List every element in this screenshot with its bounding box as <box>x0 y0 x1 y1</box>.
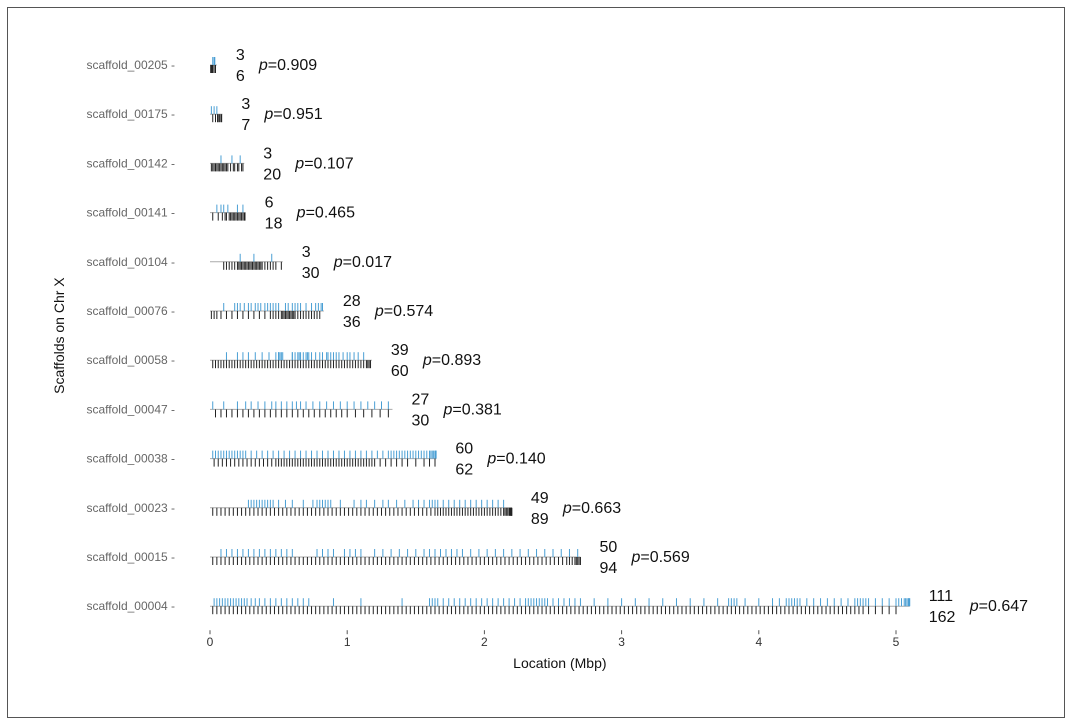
scaffold-label: scaffold_00142 - <box>86 156 175 170</box>
bottom-count-label: 7 <box>241 117 250 134</box>
scaffold-row: scaffold_00038 - 60 62 p=0.140 <box>86 441 545 479</box>
bottom-count-label: 62 <box>455 462 473 479</box>
bottom-count-label: 18 <box>265 216 283 233</box>
top-count-label: 3 <box>263 145 272 162</box>
x-tick-label: 1 <box>344 635 351 649</box>
x-axis: 0 1 2 3 4 5 <box>207 630 900 649</box>
scaffold-row: scaffold_00047 - 27 30 p=0.381 <box>86 391 501 429</box>
scaffold-label: scaffold_00175 - <box>86 107 175 121</box>
scaffold-row: scaffold_00076 - 28 36 p=0.574 <box>86 293 433 331</box>
chart-svg: scaffold_00205 -36p=0.909scaffold_00175 … <box>51 47 1028 671</box>
scaffold-row: scaffold_00141 - 6 18 p=0.465 <box>86 195 355 233</box>
top-count-label: 60 <box>455 441 473 458</box>
scaffold-label: scaffold_00058 - <box>86 353 175 367</box>
p-value-label: p=0.951 <box>263 106 322 123</box>
p-value-label: p=0.909 <box>258 57 317 74</box>
bottom-count-label: 36 <box>343 314 361 331</box>
scaffold-row: scaffold_00175 - 3 7 p=0.951 <box>86 96 322 134</box>
x-tick-label: 2 <box>481 635 488 649</box>
scaffold-label: scaffold_00205 - <box>86 58 175 72</box>
p-value-label: p=0.017 <box>333 254 392 271</box>
x-axis-title: Location (Mbp) <box>513 655 606 671</box>
bottom-count-label: 162 <box>929 609 956 626</box>
p-value-label: p=0.663 <box>562 500 621 517</box>
scaffold-row: scaffold_00004 - 111 162 p=0.647 <box>86 588 1028 626</box>
scaffold-row: scaffold_00205 - 3 6 p=0.909 <box>86 47 317 85</box>
bottom-count-label: 94 <box>599 560 617 577</box>
bottom-count-label: 30 <box>302 265 320 282</box>
scaffold-row: scaffold_00058 - 39 60 p=0.893 <box>86 342 481 380</box>
scaffold-row: scaffold_00142 - 3 20 p=0.107 <box>86 145 353 183</box>
top-count-label: 3 <box>241 96 250 113</box>
scaffold-label: scaffold_00004 - <box>86 599 175 613</box>
p-value-label: p=0.569 <box>630 549 689 566</box>
top-count-label: 3 <box>236 47 245 64</box>
top-count-label: 50 <box>599 539 617 556</box>
scaffold-label: scaffold_00015 - <box>86 550 175 564</box>
scaffold-row: scaffold_00015 - 50 94 p=0.569 <box>86 539 689 577</box>
bottom-count-label: 20 <box>263 166 281 183</box>
x-tick-label: 5 <box>893 635 900 649</box>
top-count-label: 27 <box>411 391 429 408</box>
bottom-count-label: 6 <box>236 68 245 85</box>
bottom-count-label: 89 <box>531 511 549 528</box>
scaffold-label: scaffold_00047 - <box>86 402 175 416</box>
x-tick-label: 4 <box>755 635 762 649</box>
scaffold-rows: scaffold_00205 -36p=0.909scaffold_00175 … <box>86 47 1028 626</box>
p-value-label: p=0.465 <box>296 205 355 222</box>
p-value-label: p=0.140 <box>486 451 545 468</box>
p-value-label: p=0.381 <box>442 401 501 418</box>
scaffold-label: scaffold_00104 - <box>86 255 175 269</box>
x-tick-label: 0 <box>207 635 214 649</box>
scaffold-label: scaffold_00023 - <box>86 501 175 515</box>
top-count-label: 111 <box>929 588 953 605</box>
p-value-label: p=0.647 <box>969 598 1028 615</box>
scaffold-row: scaffold_00104 - 3 30 p=0.017 <box>86 244 392 282</box>
top-count-label: 49 <box>531 490 549 507</box>
p-value-label: p=0.893 <box>422 352 481 369</box>
x-tick-label: 3 <box>618 635 625 649</box>
bottom-count-label: 30 <box>411 412 429 429</box>
top-count-label: 6 <box>265 195 274 212</box>
p-value-label: p=0.574 <box>374 303 433 320</box>
scaffold-label: scaffold_00076 - <box>86 304 175 318</box>
scaffold-label: scaffold_00141 - <box>86 206 175 220</box>
top-count-label: 3 <box>302 244 311 261</box>
scaffold-row: scaffold_00023 - 49 89 p=0.663 <box>86 490 621 528</box>
bottom-count-label: 60 <box>391 363 409 380</box>
p-value-label: p=0.107 <box>294 155 353 172</box>
y-axis-title: Scaffolds on Chr X <box>51 277 67 394</box>
top-count-label: 28 <box>343 293 361 310</box>
scaffold-label: scaffold_00038 - <box>86 452 175 466</box>
chart-frame: scaffold_00205 -3 6 p=0.909 scaffold_00175 … <box>7 7 1065 718</box>
top-count-label: 39 <box>391 342 409 359</box>
